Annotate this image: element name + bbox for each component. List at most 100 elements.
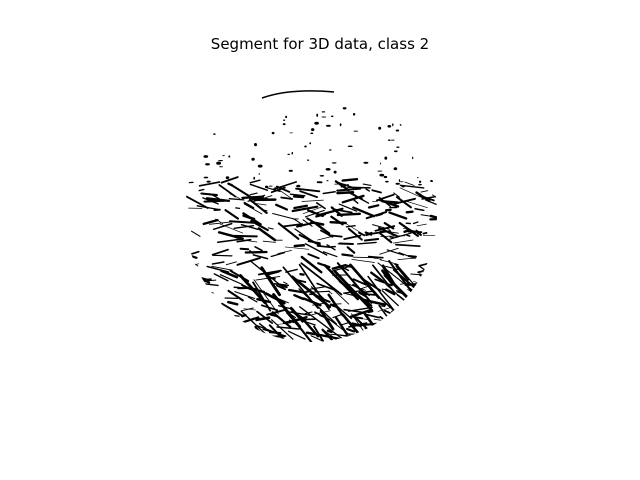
- mask-streak: [293, 204, 309, 210]
- mask-speck: [258, 173, 260, 175]
- mask-speck: [310, 132, 314, 135]
- mask-speck: [218, 160, 224, 162]
- mask-streak: [218, 184, 237, 198]
- mask-streak: [227, 289, 244, 302]
- mask-speck: [378, 126, 382, 130]
- mask-speck: [253, 176, 256, 180]
- mask-streak: [323, 315, 355, 339]
- mask-streak: [378, 198, 400, 208]
- mask-speck: [398, 179, 401, 182]
- mask-speck: [216, 161, 222, 165]
- mask-speck: [254, 143, 257, 147]
- mask-speck: [325, 168, 331, 171]
- mask-streak: [431, 318, 437, 325]
- mask-streak: [414, 208, 425, 212]
- mask-streak: [244, 327, 263, 342]
- mask-streak: [252, 254, 269, 260]
- mask-streak: [200, 192, 218, 197]
- mask-streak: [275, 284, 287, 291]
- mask-streak: [217, 231, 244, 240]
- mask-speck: [420, 147, 423, 150]
- mask-streak: [240, 223, 259, 231]
- mask-streak: [395, 264, 410, 281]
- mask-streak: [420, 190, 429, 193]
- mask-streak: [396, 196, 412, 209]
- mask-speck: [409, 107, 413, 110]
- mask-streak: [271, 319, 294, 340]
- mask-streak: [397, 257, 417, 260]
- mask-streak: [319, 309, 335, 331]
- mask-streak: [293, 244, 306, 248]
- mask-streak: [230, 184, 253, 199]
- mask-streak: [290, 275, 332, 309]
- mask-speck: [296, 184, 301, 188]
- mask-streak: [212, 222, 233, 231]
- mask-streak: [330, 206, 343, 217]
- mask-streak: [373, 257, 382, 260]
- mask-streak: [244, 250, 268, 254]
- mask-speck: [387, 125, 392, 128]
- mask-streak: [385, 208, 392, 212]
- mask-streak: [363, 238, 380, 242]
- mask-streak: [198, 181, 221, 187]
- mask-speck: [265, 185, 269, 188]
- mask-speck: [304, 145, 307, 148]
- mask-streak: [393, 192, 400, 198]
- mask-streak: [405, 297, 421, 307]
- mask-speck: [289, 132, 294, 134]
- mask-streak: [427, 305, 437, 318]
- mask-streak: [391, 332, 396, 335]
- mask-streak: [413, 302, 431, 310]
- mask-streak: [407, 323, 428, 328]
- mask-speck: [392, 123, 394, 127]
- mask-streak: [219, 313, 240, 317]
- mask-streak: [282, 266, 319, 309]
- mask-streak: [185, 195, 209, 209]
- mask-speck: [420, 113, 426, 115]
- mask-streak: [408, 311, 423, 314]
- mask-streak: [253, 279, 279, 315]
- mask-streak: [389, 322, 404, 328]
- mask-streak: [418, 261, 435, 267]
- mask-speck: [228, 155, 231, 158]
- mask-streak: [367, 255, 384, 259]
- mask-speck: [291, 151, 294, 155]
- mask-streak: [206, 265, 230, 273]
- mask-streak: [225, 261, 237, 266]
- mask-speck: [401, 185, 405, 188]
- mask-streak: [310, 221, 325, 226]
- mask-streak: [260, 266, 281, 297]
- mask-streak: [299, 306, 345, 341]
- mask-streak: [194, 327, 203, 332]
- mask-speck: [383, 175, 388, 179]
- mask-streak: [391, 321, 411, 331]
- mask-streak: [372, 264, 395, 293]
- mask-streak: [310, 286, 328, 303]
- mask-streak: [323, 264, 360, 301]
- mask-streak: [391, 310, 409, 339]
- mask-streak: [336, 187, 362, 192]
- mask-streak: [266, 270, 280, 276]
- mask-speck: [342, 107, 347, 110]
- mask-streak: [381, 290, 422, 328]
- mask-streak: [417, 267, 436, 274]
- mask-streak: [345, 264, 352, 268]
- mask-speck: [347, 145, 353, 148]
- mask-streak: [372, 224, 390, 230]
- mask-streak: [249, 192, 258, 196]
- mask-streak: [300, 262, 343, 296]
- mask-speck: [203, 123, 207, 127]
- mask-streak: [365, 329, 382, 337]
- mask-streak: [330, 215, 344, 226]
- mask-speck: [363, 161, 369, 164]
- mask-streak: [317, 236, 332, 241]
- mask-streak: [202, 197, 219, 205]
- mask-streak: [347, 227, 363, 241]
- mask-speck: [251, 157, 255, 161]
- mask-streak: [252, 281, 272, 312]
- mask-speck: [225, 176, 230, 180]
- mask-streak: [219, 274, 244, 286]
- mask-streak: [299, 190, 319, 199]
- mask-streak: [254, 246, 263, 252]
- mask-streak: [240, 307, 254, 312]
